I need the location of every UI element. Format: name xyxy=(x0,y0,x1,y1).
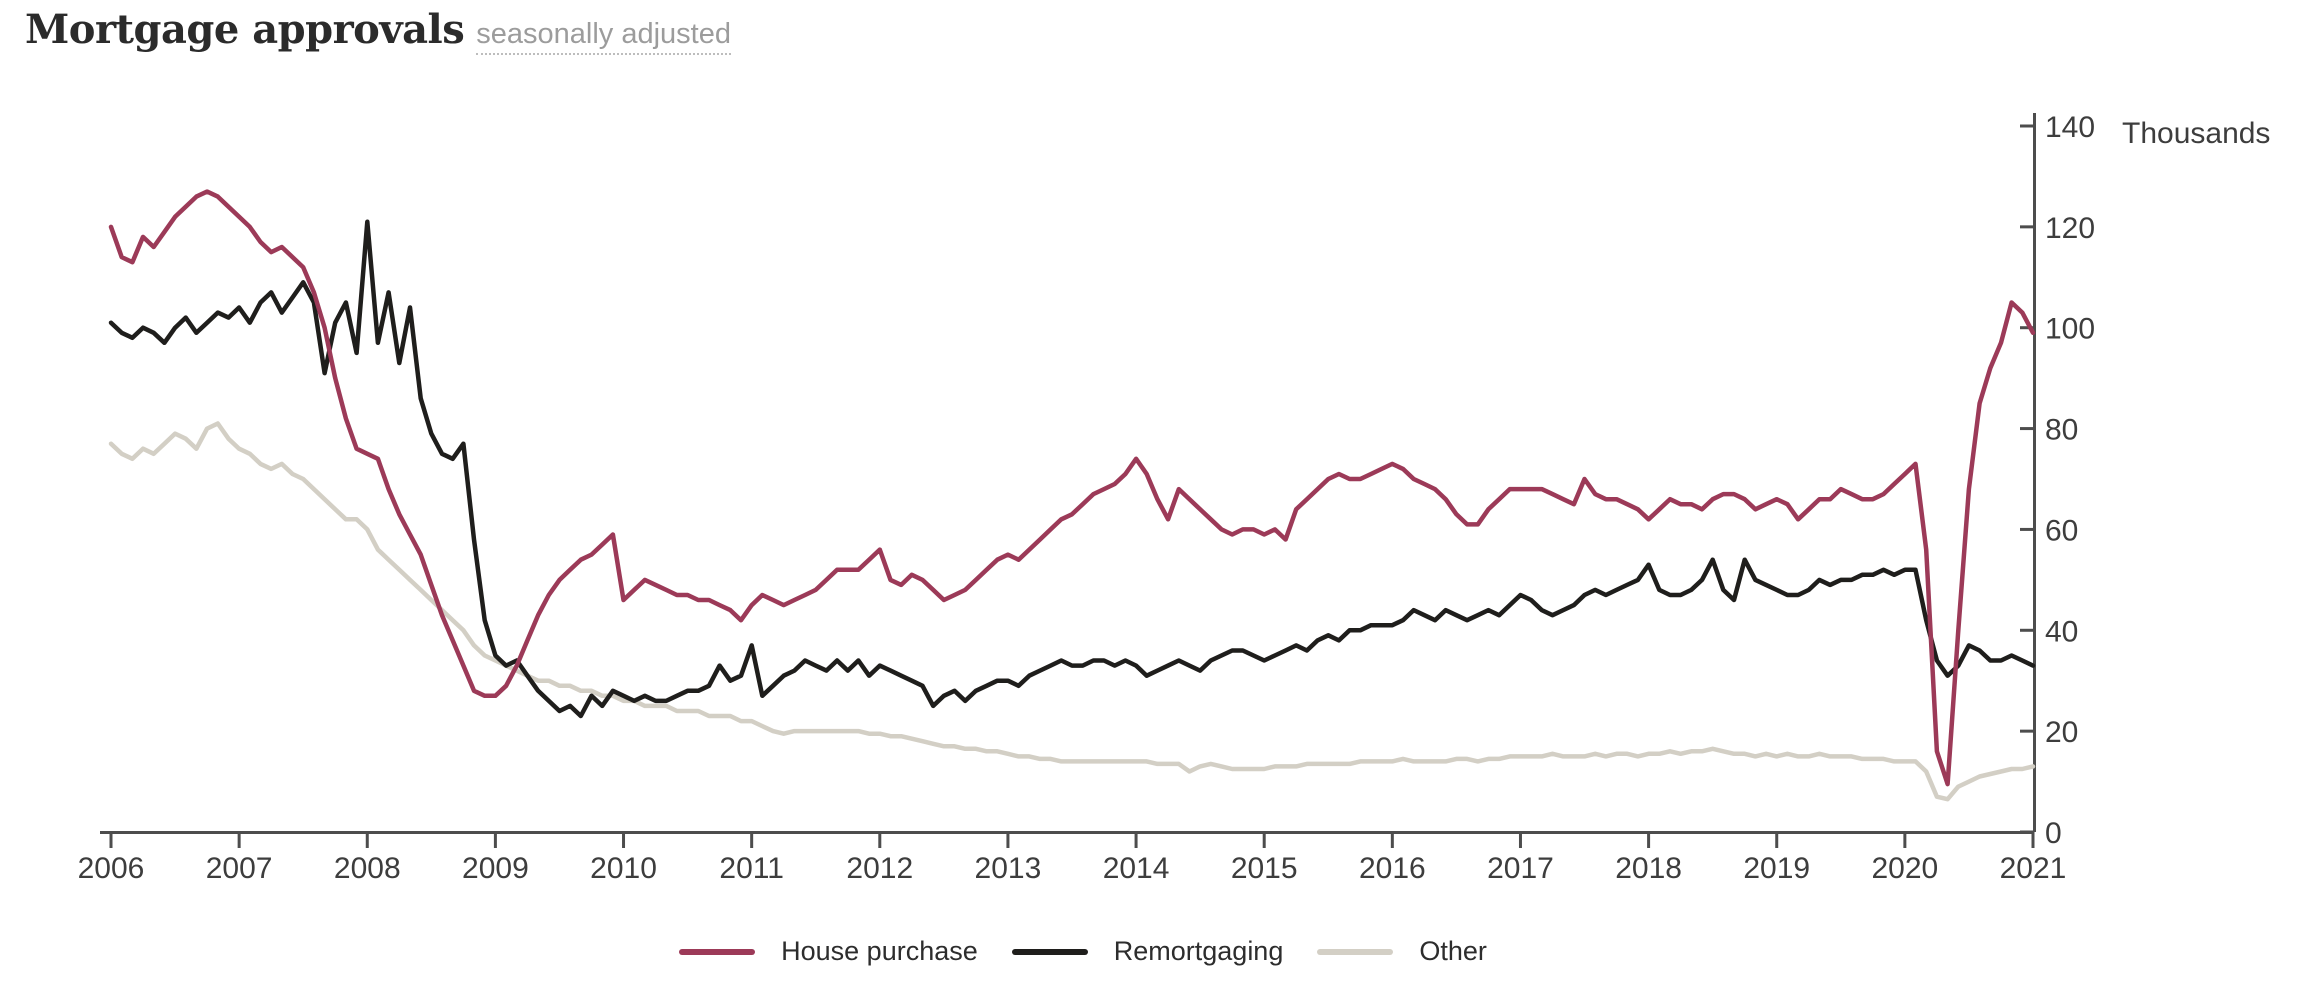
x-tick-label-2006: 2006 xyxy=(78,852,145,885)
x-tick-label-2020: 2020 xyxy=(1871,852,1938,885)
x-tick-label-2008: 2008 xyxy=(334,852,401,885)
x-tick-label-2007: 2007 xyxy=(206,852,273,885)
x-tick-label-2016: 2016 xyxy=(1359,852,1426,885)
y-tick-label-80: 80 xyxy=(2045,414,2078,447)
x-tick-label-2018: 2018 xyxy=(1615,852,1682,885)
x-tick-label-2019: 2019 xyxy=(1743,852,1810,885)
series-lines xyxy=(108,189,2036,802)
y-tick-label-100: 100 xyxy=(2045,313,2095,346)
x-tick-label-2011: 2011 xyxy=(719,852,784,885)
y-axis-unit-label: Thousands xyxy=(2122,117,2270,150)
page-title: Mortgage approvals xyxy=(25,6,465,53)
x-tick-label-2012: 2012 xyxy=(846,852,913,885)
x-tick-label-2017: 2017 xyxy=(1487,852,1554,885)
legend-label-other: Other xyxy=(1419,936,1487,966)
y-tick-label-120: 120 xyxy=(2045,212,2095,245)
x-tick-label-2015: 2015 xyxy=(1231,852,1298,885)
x-tick-label-2013: 2013 xyxy=(975,852,1042,885)
legend-item-other: Other xyxy=(1317,938,1487,965)
chart-header: Mortgage approvals seasonally adjusted xyxy=(25,6,731,55)
x-tick-label-2010: 2010 xyxy=(590,852,657,885)
y-tick-label-60: 60 xyxy=(2045,514,2078,547)
house-purchase-line-swatch xyxy=(679,948,756,955)
y-tick-label-0: 0 xyxy=(2045,817,2062,850)
y-axis-ticks: 0 20 40 60 80 100 120 140 xyxy=(2020,111,2095,850)
x-tick-label-2014: 2014 xyxy=(1103,852,1170,885)
legend-label-remortgaging: Remortgaging xyxy=(1113,936,1284,966)
legend-item-house-purchase: House purchase xyxy=(679,938,978,965)
other-line-swatch xyxy=(1317,948,1394,955)
y-tick-label-140: 140 xyxy=(2045,111,2095,144)
series-line-other xyxy=(108,421,2036,802)
axes xyxy=(100,113,2036,834)
y-tick-label-20: 20 xyxy=(2045,716,2078,749)
legend-label-house-purchase: House purchase xyxy=(781,936,978,966)
remortgaging-line-swatch xyxy=(1011,948,1088,955)
page-subtitle: seasonally adjusted xyxy=(476,18,731,55)
x-tick-label-2009: 2009 xyxy=(462,852,529,885)
legend: House purchase Remortgaging Other xyxy=(0,938,2166,965)
series-line-house-purchase xyxy=(108,189,2036,787)
y-tick-label-40: 40 xyxy=(2045,615,2078,648)
x-tick-label-2021: 2021 xyxy=(2000,852,2067,885)
series-line-remortgaging xyxy=(108,219,2036,719)
x-axis-ticks: 2006 2007 2008 2009 2010 2011 2012 2013 2014 2015… xyxy=(78,832,2067,885)
legend-item-remortgaging: Remortgaging xyxy=(1011,936,1284,966)
